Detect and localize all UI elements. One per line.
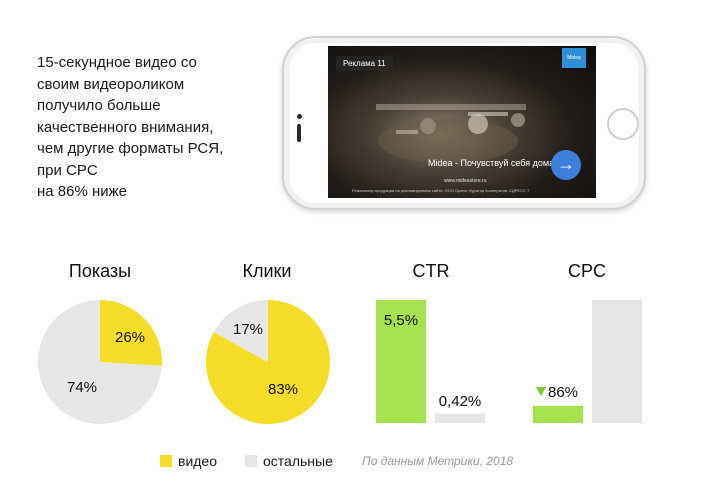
ad-badge: Реклама 11 — [336, 56, 393, 71]
intro-line: 15-секундное видео со — [37, 54, 197, 71]
pie-label-video: 26% — [115, 329, 145, 346]
cpc-label-video: 86% — [548, 384, 578, 401]
legend-swatch-video — [160, 455, 172, 467]
cpc-bar-other — [592, 300, 642, 423]
home-button — [607, 108, 639, 140]
legend-swatch-other — [245, 455, 257, 467]
legend-label-video: видео — [178, 453, 217, 469]
pie-label-other: 17% — [233, 321, 263, 338]
intro-line: качественного внимания, — [37, 118, 214, 136]
chart-title-ctr: CTR — [412, 261, 450, 281]
pie-label-other: 74% — [67, 379, 97, 396]
down-triangle-icon — [536, 387, 546, 396]
pie-slice-video — [100, 300, 162, 366]
speaker-slot — [297, 124, 301, 142]
phone-mockup: Реклама 11 Midea Midea - Почувствуй себя… — [282, 36, 646, 210]
camera-dot — [297, 114, 302, 119]
intro-line: своим видеороликом — [37, 75, 185, 93]
source-note: По данным Метрики, 2018 — [362, 454, 514, 468]
video-ad-screen[interactable]: Реклама 11 Midea Midea - Почувствуй себя… — [328, 46, 596, 198]
pie-slice-other — [37, 300, 162, 425]
ad-url[interactable]: www.mideastore.ru — [444, 178, 487, 184]
intro-line: при CPC — [37, 161, 98, 179]
ctr-label-video: 5,5% — [384, 312, 418, 329]
pie-label-video: 83% — [268, 381, 298, 398]
ad-legal-text: Реализатор продукции на рекламируемом са… — [352, 188, 530, 193]
ad-slogan: Midea - Почувствуй себя дома — [428, 158, 555, 168]
cpc-bar-video — [533, 405, 583, 423]
legend-item-other: остальные — [245, 453, 333, 469]
ctr-label-other: 0,42% — [439, 393, 482, 410]
chart-title-cpc: CPC — [567, 261, 606, 281]
intro-line: получило больше — [37, 97, 161, 114]
ctr-bar-video — [376, 300, 426, 423]
video-frame-illustration — [376, 104, 526, 163]
chart-title-pokazy: Показы — [68, 261, 132, 281]
intro-line: на 86% ниже — [37, 183, 128, 200]
ctr-bar-other — [435, 413, 485, 423]
arrow-right-icon[interactable]: → — [551, 150, 581, 180]
pie-slice-other — [213, 300, 268, 362]
chart-title-kliki: Клики — [242, 261, 292, 281]
legend-label-other: остальные — [263, 453, 333, 469]
brand-logo: Midea — [562, 48, 586, 68]
intro-line: чем другие форматы РСЯ, — [37, 140, 224, 157]
legend-item-video: видео — [160, 453, 217, 469]
intro-text: 15-секундное видео со своим видеороликом… — [37, 52, 267, 203]
